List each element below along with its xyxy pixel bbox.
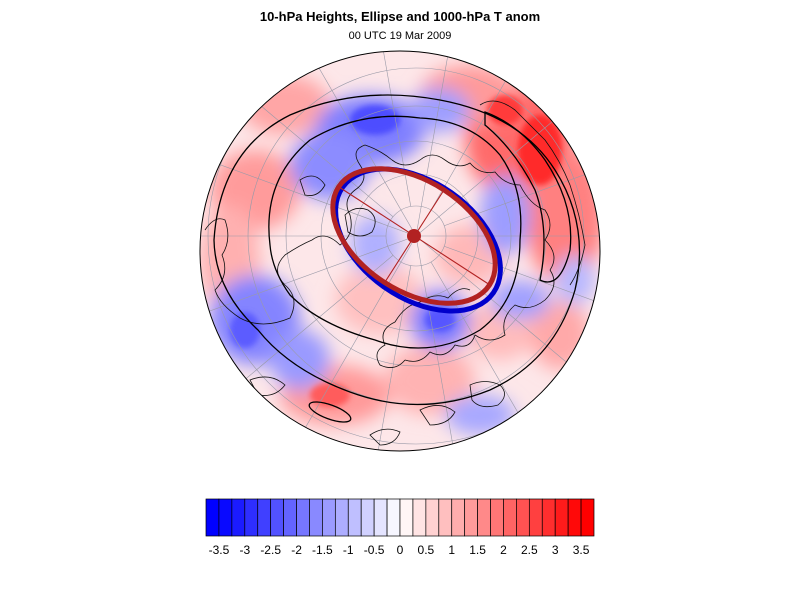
meridian-line [200,235,417,326]
colorbar-tick-label: -2 [291,543,302,557]
meridian-line [285,235,417,451]
colorbar-swatch [231,498,246,537]
colorbar-swatch [399,498,414,537]
colorbar-swatch [554,498,569,537]
colorbar-swatch [477,498,491,537]
colorbar-tick-label: 3.5 [572,543,590,557]
colorbar-tick-label: -1 [342,543,354,557]
colorbar-swatch [425,498,440,537]
colorbar-swatch [334,498,349,537]
meridian-line [430,51,547,211]
colorbar-swatch [244,498,259,537]
meridian-line [370,265,412,451]
colorbar-swatch [580,498,595,537]
colorbar-swatch [386,498,401,537]
colorbar-swatch [270,498,284,537]
colorbar-swatch [438,498,453,537]
colorbar-swatch [567,498,582,537]
colorbar-tick-label: -2.5 [260,543,281,557]
colorbar-swatch [451,498,466,537]
colorbar-swatch [503,498,517,537]
colorbar-swatch [528,498,543,537]
map-title: 10-hPa Heights, Ellipse and 1000-hPa T a… [259,9,541,24]
map-subtitle: 00 UTC 19 Mar 2009 [348,30,452,42]
colorbar-swatch [322,498,336,537]
colorbar-swatch [412,498,427,537]
colorbar-swatch [373,498,388,537]
colorbar-swatch [490,498,504,537]
colorbar-swatch [218,498,233,537]
coastlines [204,100,586,446]
colorbar-swatch [347,498,362,537]
colorbar-swatch [205,498,220,537]
meridian-line [415,51,462,237]
map-border [199,50,601,452]
colorbar-tick-label: -0.5 [363,543,385,557]
colorbar-swatch [541,498,556,537]
colorbar-tick-label: 2.5 [520,543,538,557]
anomaly-field [200,51,600,451]
colorbar-tick-label: 3 [551,543,559,557]
vortex-center-marker [407,229,421,243]
colorbar-swatch [360,498,375,537]
colorbar-tick-label: 1 [448,543,456,557]
meridian-line [285,51,417,237]
colorbar-swatch [309,498,323,537]
colorbar-tick-label: -3.5 [208,543,230,557]
colorbar-tick-label: 1.5 [469,543,486,557]
colorbar-swatch [516,498,530,537]
colorbar-tick-label: -1.5 [312,543,333,557]
colorbar-swatch [296,498,310,537]
height-contours [213,94,581,423]
colorbar-tick-label: 0 [396,543,404,557]
colorbar-tick-label: 0.5 [417,543,435,557]
colorbar-tick-label: -3 [239,543,251,557]
colorbar-tick-label: 2 [500,543,507,557]
meridian-line [444,245,600,326]
colorbar-swatch [283,498,297,537]
meridian-line [444,146,600,227]
colorbar-swatch [257,498,272,537]
colorbar-swatch [464,498,478,537]
